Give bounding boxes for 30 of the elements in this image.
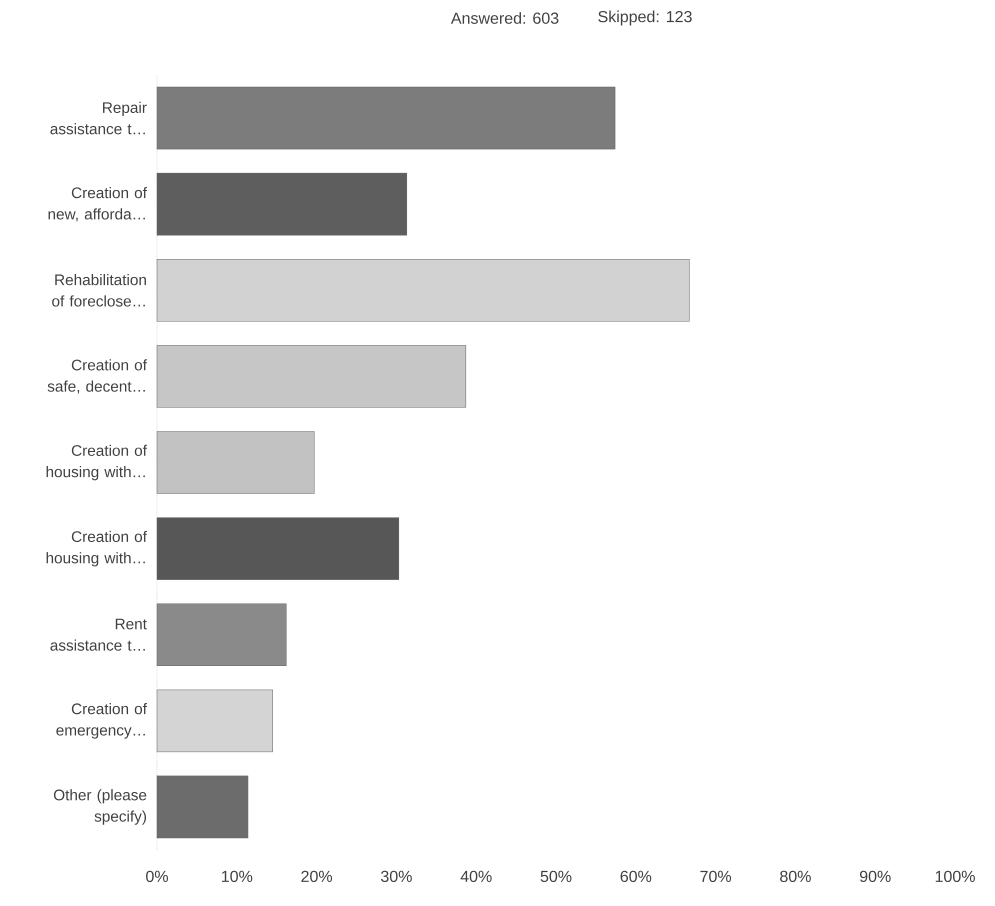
bar xyxy=(156,86,616,150)
bar xyxy=(156,172,408,236)
y-tick-label: Creation of safe, decent… xyxy=(48,359,147,394)
x-tick-label: 70% xyxy=(700,870,732,882)
x-tick-label: 10% xyxy=(222,870,252,882)
x-tick-label: 80% xyxy=(780,870,811,882)
bar xyxy=(156,776,248,838)
y-tick-label: Creation of housing with… xyxy=(46,530,147,566)
chart-title: Answered: 603 xyxy=(450,12,558,24)
y-tick-label: Repair assistance t… xyxy=(50,102,147,134)
x-tick-label: 90% xyxy=(860,870,891,882)
chart-subtitle: Skipped: 123 xyxy=(598,10,692,26)
x-tick-label: 40% xyxy=(460,870,492,882)
x-tick-label: 100% xyxy=(936,870,975,882)
x-tick-label: 20% xyxy=(301,870,332,882)
y-tick-label: Rehabilitation of foreclose… xyxy=(52,274,146,307)
bar xyxy=(156,345,466,408)
y-tick-label: Rent assistance t… xyxy=(50,618,147,651)
y-tick-label: Other (please specify) xyxy=(54,789,146,825)
x-tick-label: 0% xyxy=(146,870,168,882)
bar xyxy=(156,259,690,322)
bar xyxy=(156,690,273,752)
x-tick-label: 50% xyxy=(540,870,572,882)
x-tick-label: 60% xyxy=(620,870,652,882)
x-tick-label: 30% xyxy=(381,870,412,882)
y-tick-label: Creation of housing with… xyxy=(46,444,147,480)
y-tick-label: Creation of emergency… xyxy=(56,703,147,739)
bar xyxy=(156,517,400,580)
bar xyxy=(156,431,314,494)
y-tick-label: Creation of new, afforda… xyxy=(48,186,147,222)
